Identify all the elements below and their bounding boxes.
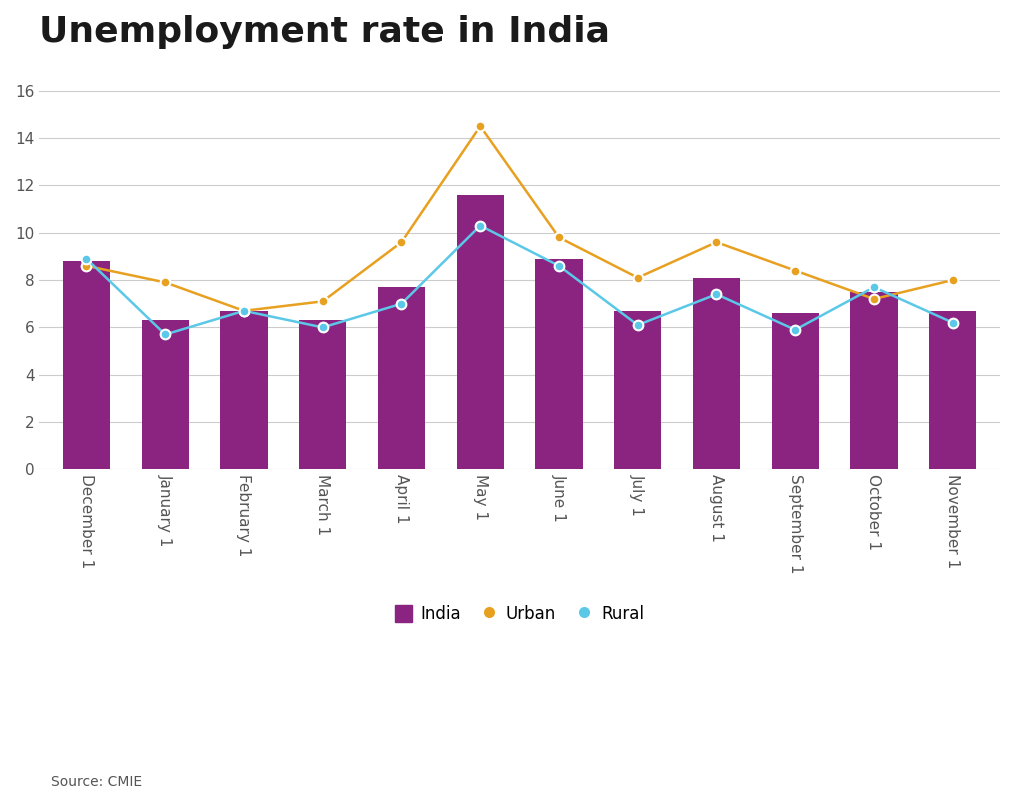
Bar <box>614 310 662 469</box>
Legend: India, Urban, Rural: India, Urban, Rural <box>389 598 651 630</box>
Bar <box>457 195 503 469</box>
Bar <box>220 310 268 469</box>
Bar <box>929 310 976 469</box>
Bar <box>378 287 425 469</box>
Bar <box>535 259 583 469</box>
Bar <box>142 320 189 469</box>
Bar <box>299 320 346 469</box>
Text: Unemployment rate in India: Unemployment rate in India <box>40 15 610 49</box>
Text: Source: CMIE: Source: CMIE <box>51 775 142 789</box>
Bar <box>63 261 110 469</box>
Bar <box>693 278 740 469</box>
Bar <box>851 292 897 469</box>
Bar <box>771 313 819 469</box>
